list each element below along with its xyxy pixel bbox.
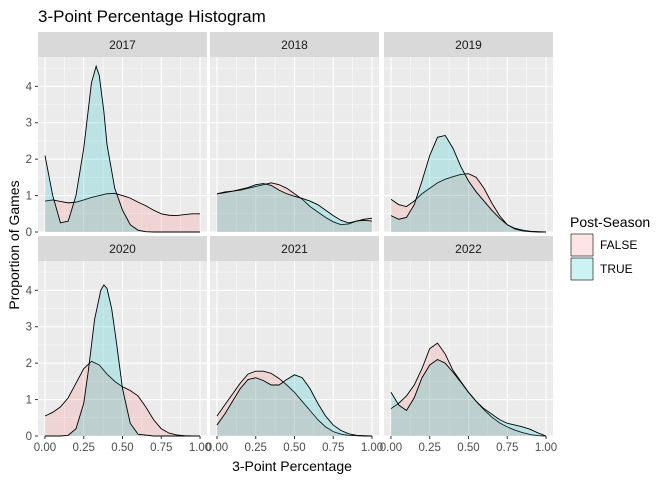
facet-strip-label: 2019 <box>455 38 482 52</box>
facet-strip <box>38 236 207 261</box>
x-tick-label: 1.00 <box>535 442 557 454</box>
density-area-false <box>390 343 547 436</box>
facet-strip <box>210 32 379 57</box>
facet-strip-label: 2021 <box>281 242 308 256</box>
legend-label-false: FALSE <box>600 238 637 252</box>
x-tick-label: 0.75 <box>150 442 172 454</box>
facet-panel-2020: 2020 <box>38 236 207 437</box>
x-tick-label: 0.00 <box>380 442 402 454</box>
y-tick-label: 0 <box>26 227 32 239</box>
density-area-true <box>44 66 201 232</box>
facet-panel-2021: 2021 <box>210 236 379 437</box>
x-tick-label: 0.25 <box>419 442 441 454</box>
legend-label-true: TRUE <box>600 262 633 276</box>
x-tick-label: 0.00 <box>206 442 228 454</box>
axes: 0 1 2 3 4 0.00 0.25 0.50 0.75 1.00 0 1 2 3 4 0.00 0.25 0.… <box>26 81 558 454</box>
density-area-false <box>44 361 201 436</box>
density-line-true <box>44 64 201 233</box>
y-tick-label: 1 <box>26 191 32 203</box>
density-line-false <box>44 192 201 217</box>
x-tick-label: 1.00 <box>361 442 383 454</box>
y-tick-label: 2 <box>26 358 32 370</box>
legend-swatch-true <box>570 257 594 281</box>
facet-panel-2017: 2017 <box>38 32 207 233</box>
density-area-true <box>216 374 373 436</box>
facet-strip <box>384 236 553 261</box>
x-tick-label: 0.75 <box>322 442 344 454</box>
facet-strip <box>38 32 207 57</box>
density-line-true <box>216 374 373 437</box>
x-tick-label: 1.00 <box>189 442 211 454</box>
density-line-true <box>216 183 373 224</box>
y-tick-label: 2 <box>26 154 32 166</box>
density-area-false <box>216 182 373 232</box>
density-area-false <box>216 371 373 436</box>
x-tick-label: 0.00 <box>34 442 56 454</box>
y-tick-label: 3 <box>26 322 32 334</box>
facet-strip-label: 2018 <box>281 38 308 52</box>
x-axis-title: 3-Point Percentage <box>232 458 352 474</box>
panel-grid: 2017 2018 2019 2020 2021 2022 <box>38 32 553 437</box>
legend-swatch-false <box>570 233 594 257</box>
density-area-true <box>44 284 201 436</box>
y-tick-label: 4 <box>26 81 33 93</box>
density-area-true <box>390 135 547 232</box>
density-line-false <box>390 173 547 233</box>
density-area-true <box>216 183 373 232</box>
density-area-false <box>44 193 201 232</box>
facet-strip <box>210 236 379 261</box>
facet-strip-label: 2020 <box>109 242 136 256</box>
x-tick-label: 0.50 <box>111 442 133 454</box>
y-tick-label: 4 <box>26 285 33 297</box>
facet-panel-2018: 2018 <box>210 32 379 233</box>
density-line-true <box>390 134 547 233</box>
density-area-true <box>390 359 547 436</box>
legend-title: Post-Season <box>570 214 650 230</box>
y-axis-title: Proportion of Games <box>6 180 22 309</box>
x-tick-label: 0.50 <box>457 442 479 454</box>
facet-strip-label: 2022 <box>455 242 482 256</box>
y-tick-label: 3 <box>26 118 32 130</box>
chart-title: 3-Point Percentage Histogram <box>38 7 266 26</box>
facet-panel-2022: 2022 <box>384 236 553 437</box>
legend: Post-Season FALSE TRUE <box>570 214 650 281</box>
density-line-true <box>44 284 201 437</box>
y-tick-label: 0 <box>26 431 32 443</box>
x-tick-label: 0.25 <box>73 442 95 454</box>
facet-strip-label: 2017 <box>109 38 136 52</box>
x-tick-label: 0.25 <box>245 442 267 454</box>
density-line-false <box>216 370 373 437</box>
density-line-true <box>390 359 547 437</box>
facet-strip <box>384 32 553 57</box>
x-tick-label: 0.75 <box>496 442 518 454</box>
x-tick-label: 0.50 <box>283 442 305 454</box>
facet-panel-2019: 2019 <box>384 32 553 233</box>
density-line-false <box>216 182 373 226</box>
y-tick-label: 1 <box>26 395 32 407</box>
